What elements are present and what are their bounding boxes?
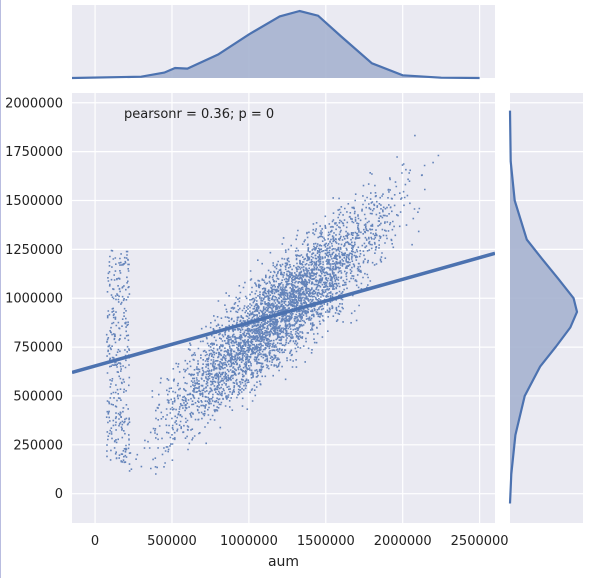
window-left-edge xyxy=(0,0,1,578)
y-tick-label: 250000 xyxy=(13,438,63,453)
y-tick-label: 1000000 xyxy=(5,292,63,307)
y-tick-label: 1250000 xyxy=(5,243,63,258)
x-tick-labels: 0 500000 1000000 1500000 2000000 2500000 xyxy=(91,534,509,549)
y-tick-label: 2000000 xyxy=(5,96,63,111)
pearson-annotation: pearsonr = 0.36; p = 0 xyxy=(124,107,274,122)
y-tick-labels: 0 250000 500000 750000 1000000 1250000 1500000… xyxy=(5,96,63,502)
x-tick-label: 1000000 xyxy=(220,534,278,549)
x-tick-label: 0 xyxy=(91,534,99,549)
y-kde-curve xyxy=(508,110,579,504)
regression-line xyxy=(72,251,495,375)
x-tick-label: 2500000 xyxy=(451,534,509,549)
y-tick-label: 1750000 xyxy=(5,145,63,160)
x-tick-label: 500000 xyxy=(147,534,197,549)
x-axis-label: aum xyxy=(268,554,299,570)
y-tick-label: 1500000 xyxy=(5,194,63,209)
x-tick-label: 2000000 xyxy=(374,534,432,549)
x-tick-label: 1500000 xyxy=(297,534,355,549)
y-tick-label: 0 xyxy=(55,487,63,502)
y-tick-label: 750000 xyxy=(13,341,63,356)
y-kde-fill xyxy=(510,110,577,504)
y-tick-label: 500000 xyxy=(13,389,63,404)
scatter-point-cloud xyxy=(105,134,440,475)
x-kde-fill xyxy=(72,11,480,78)
scatter-points xyxy=(105,134,440,475)
x-kde-curve xyxy=(71,9,480,80)
